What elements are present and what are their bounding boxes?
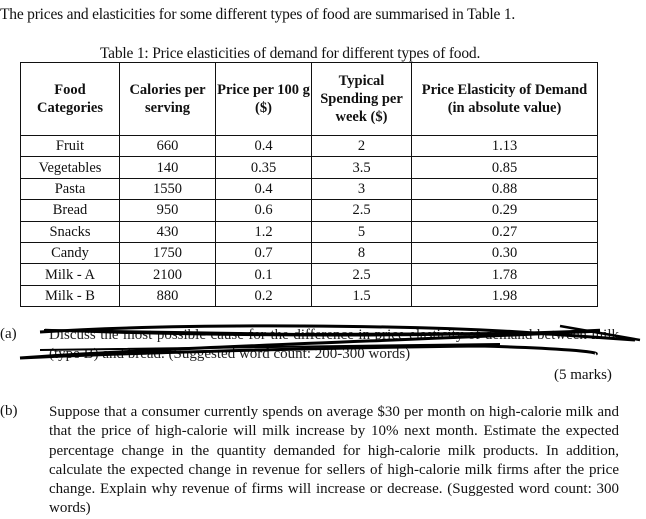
cell-elasticity: 0.85 <box>411 156 598 179</box>
table-row: Vegetables 140 0.35 3.5 0.85 <box>20 156 598 179</box>
cell-spending: 2.5 <box>311 199 412 222</box>
cell-elasticity: 0.27 <box>411 220 598 243</box>
header-spending: Typical Spending per week ($) <box>311 62 412 136</box>
cell-calories: 950 <box>119 199 216 222</box>
cell-elasticity: 0.30 <box>411 241 598 265</box>
cell-calories: 1550 <box>119 177 216 201</box>
table-row: Bread 950 0.6 2.5 0.29 <box>20 199 598 222</box>
cell-price: 0.35 <box>215 156 312 179</box>
cell-elasticity: 0.88 <box>411 177 598 201</box>
cell-calories: 430 <box>119 220 216 243</box>
question-a-text: Discuss the most possible cause for the … <box>49 327 619 363</box>
table-row: Snacks 430 1.2 5 0.27 <box>20 220 598 243</box>
header-calories: Calories per serving <box>119 62 216 136</box>
header-food-categories: Food Categories <box>20 62 120 136</box>
question-b-label: (b) <box>0 403 18 419</box>
cell-elasticity: 0.29 <box>411 199 598 222</box>
cell-category: Candy <box>20 241 120 265</box>
cell-elasticity: 1.13 <box>411 134 598 158</box>
cell-calories: 880 <box>119 284 216 308</box>
header-elasticity: Price Elasticity of Demand (in absolute … <box>411 62 598 136</box>
cell-spending: 2 <box>311 134 412 158</box>
table-row: Fruit 660 0.4 2 1.13 <box>20 134 598 158</box>
table-caption: Table 1: Price elasticities of demand fo… <box>100 45 481 62</box>
cell-spending: 3 <box>311 177 412 201</box>
question-a-label: (a) <box>0 326 17 342</box>
cell-category: Snacks <box>20 220 120 243</box>
cell-category: Vegetables <box>20 156 120 179</box>
table-row: Milk - B 880 0.2 1.5 1.98 <box>20 284 598 308</box>
table-row: Candy 1750 0.7 8 0.30 <box>20 241 598 265</box>
cell-calories: 660 <box>119 134 216 158</box>
cell-category: Bread <box>20 199 120 222</box>
table-header-row: Food Categories Calories per serving Pri… <box>20 62 598 136</box>
cell-category: Fruit <box>20 134 120 158</box>
cell-price: 0.1 <box>215 263 312 286</box>
cell-price: 0.4 <box>215 134 312 158</box>
table-row: Pasta 1550 0.4 3 0.88 <box>20 177 598 201</box>
cell-category: Milk - B <box>20 284 120 308</box>
cell-spending: 8 <box>311 241 412 265</box>
cell-elasticity: 1.78 <box>411 263 598 286</box>
cell-spending: 1.5 <box>311 284 412 308</box>
cell-calories: 2100 <box>119 263 216 286</box>
cell-price: 0.6 <box>215 199 312 222</box>
table-row: Milk - A 2100 0.1 2.5 1.78 <box>20 263 598 286</box>
header-price: Price per 100 g ($) <box>215 62 312 136</box>
question-a-marks: (5 marks) <box>554 367 612 383</box>
cell-price: 0.2 <box>215 284 312 308</box>
cell-calories: 140 <box>119 156 216 179</box>
cell-price: 0.7 <box>215 241 312 265</box>
question-b-text: Suppose that a consumer currently spends… <box>49 404 619 517</box>
cell-category: Pasta <box>20 177 120 201</box>
cell-category: Milk - A <box>20 263 120 286</box>
cell-price: 0.4 <box>215 177 312 201</box>
cell-price: 1.2 <box>215 220 312 243</box>
cell-spending: 5 <box>311 220 412 243</box>
intro-paragraph: The prices and elasticities for some dif… <box>0 6 516 23</box>
cell-spending: 2.5 <box>311 263 412 286</box>
elasticity-table: Food Categories Calories per serving Pri… <box>20 62 598 308</box>
cell-calories: 1750 <box>119 241 216 265</box>
cell-elasticity: 1.98 <box>411 284 598 308</box>
cell-spending: 3.5 <box>311 156 412 179</box>
